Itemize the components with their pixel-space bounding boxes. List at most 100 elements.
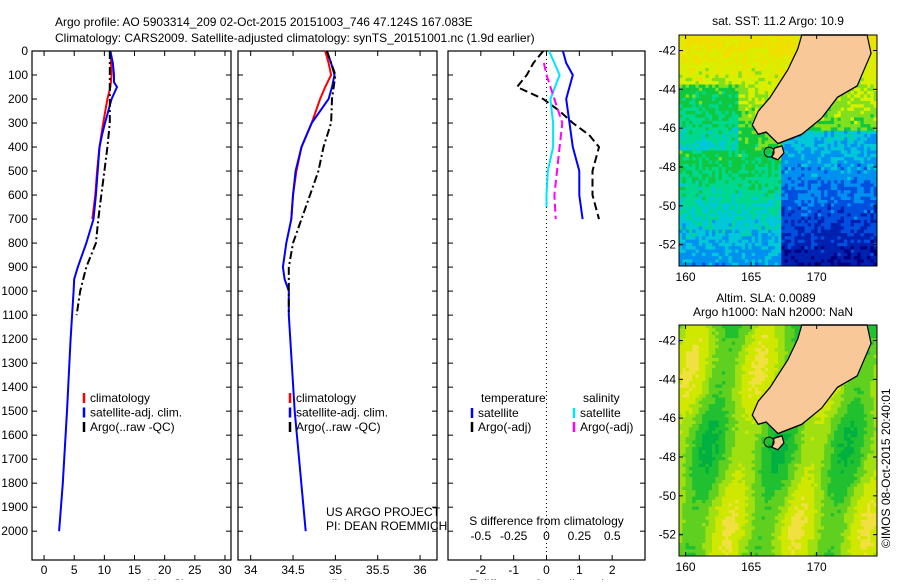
map-cell: [771, 190, 775, 194]
map-cell: [679, 131, 683, 135]
map-cell: [735, 48, 739, 52]
map-cell: [692, 497, 696, 501]
map-cell: [808, 160, 812, 164]
map-cell: [828, 213, 832, 217]
map-cell: [719, 85, 723, 89]
map-cell: [699, 474, 703, 478]
map-cell: [742, 193, 746, 197]
map-cell: [742, 35, 746, 39]
map-cell: [854, 91, 858, 95]
map-cell: [864, 121, 868, 125]
map-cell: [689, 480, 693, 484]
map-cell: [719, 88, 723, 92]
map-cell: [854, 256, 858, 260]
map-cell: [795, 177, 799, 181]
map-cell: [785, 55, 789, 59]
map-cell: [686, 361, 690, 365]
map-cell: [686, 325, 690, 329]
map-cell: [686, 338, 690, 342]
map-cell: [818, 253, 822, 257]
legend-label: Argo(..raw -QC): [90, 420, 175, 434]
map-cell: [831, 144, 835, 148]
map-cell: [682, 414, 686, 418]
map-cell: [771, 240, 775, 244]
map-cell: [705, 65, 709, 69]
map-cell: [679, 101, 683, 105]
map-cell: [828, 144, 832, 148]
map-cell: [755, 180, 759, 184]
map-cell: [742, 144, 746, 148]
map-cell: [692, 91, 696, 95]
map-cell: [732, 167, 736, 171]
map-cell: [804, 167, 808, 171]
map-cell: [682, 141, 686, 145]
map-cell: [679, 203, 683, 207]
map-cell: [738, 160, 742, 164]
map-cell: [722, 98, 726, 102]
map-cell: [725, 52, 729, 56]
map-cell: [861, 134, 865, 138]
map-cell: [801, 190, 805, 194]
map-cell: [686, 483, 690, 487]
map-cell: [689, 137, 693, 141]
map-cell: [765, 193, 769, 197]
map-cell: [795, 137, 799, 141]
map-cell: [742, 213, 746, 217]
map-cell: [692, 197, 696, 201]
map-cell: [837, 210, 841, 214]
map-cell: [762, 226, 766, 230]
map-cell: [758, 68, 762, 72]
map-cell: [828, 131, 832, 135]
map-cell: [785, 259, 789, 263]
map-cell: [861, 131, 865, 135]
map-cell: [696, 474, 700, 478]
map-cell: [712, 65, 716, 69]
map-cell: [811, 220, 815, 224]
map-cell: [745, 160, 749, 164]
map-cell: [696, 147, 700, 151]
map-cell: [844, 193, 848, 197]
map-cell: [798, 220, 802, 224]
map-cell: [682, 246, 686, 250]
map-cell: [821, 226, 825, 230]
map-cell: [679, 510, 683, 514]
map-cell: [795, 154, 799, 158]
map-cell: [870, 220, 874, 224]
map-cell: [679, 259, 683, 263]
map-cell: [748, 101, 752, 105]
map-cell: [847, 118, 851, 122]
map-cell: [686, 549, 690, 553]
map-cell: [765, 250, 769, 254]
map-cell: [870, 184, 874, 188]
map-cell: [682, 187, 686, 191]
map-cell: [699, 141, 703, 145]
legend-label: satellite: [478, 406, 519, 420]
y-tick-label: 1100: [2, 308, 28, 322]
map-cell: [699, 38, 703, 42]
map-cell: [735, 246, 739, 250]
map-cell: [696, 526, 700, 530]
map-cell: [831, 127, 835, 131]
map-cell: [752, 101, 756, 105]
map-cell: [696, 404, 700, 408]
map-cell: [686, 398, 690, 402]
map-cell: [765, 48, 769, 52]
map-cell: [738, 233, 742, 237]
map-cell: [771, 164, 775, 168]
map-cell: [692, 127, 696, 131]
map-cell: [788, 151, 792, 155]
map-cell: [768, 45, 772, 49]
map-cell: [864, 170, 868, 174]
map-cell: [738, 180, 742, 184]
map-cell: [821, 197, 825, 201]
map-cell: [692, 332, 696, 336]
map-cell: [729, 38, 733, 42]
map-cell: [755, 213, 759, 217]
map-cell: [808, 147, 812, 151]
map-cell: [828, 217, 832, 221]
map-cell: [758, 38, 762, 42]
map-cell: [735, 253, 739, 257]
map-cell: [861, 164, 865, 168]
map-cell: [682, 42, 686, 46]
map-cell: [729, 203, 733, 207]
